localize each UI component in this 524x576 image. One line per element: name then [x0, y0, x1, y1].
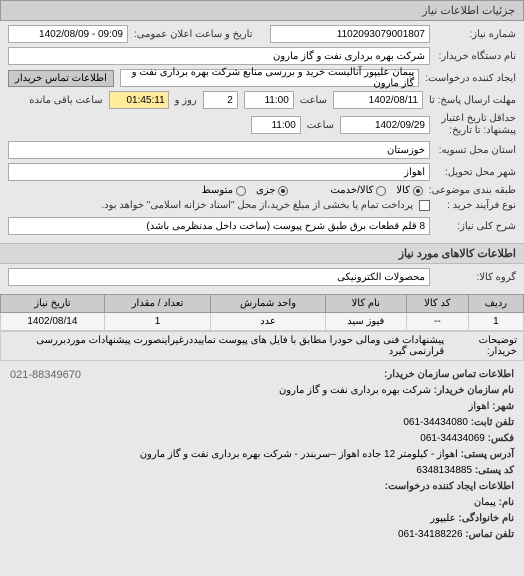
table-header-row: ردیف کد کالا نام کالا واحد شمارش تعداد /… [1, 295, 524, 313]
buyer-notes-row: توضیحات خریدار: پیشنهادات فنی ومالی حودر… [0, 331, 524, 361]
contact-info-button[interactable]: اطلاعات تماس خریدار [8, 70, 114, 87]
description-field: 8 قلم قطعات برق طبق شرح پیوست (ساخت داخل… [8, 217, 430, 235]
purchase-type-label: نوع فرآیند خرید : [436, 200, 516, 211]
col-row: ردیف [468, 295, 523, 313]
category-label: طبقه بندی موضوعی: [429, 185, 516, 196]
col-unit: واحد شمارش [211, 295, 325, 313]
response-date-field: 1402/08/11 [333, 91, 423, 109]
province-field: خوزستان [8, 141, 430, 159]
province-label: استان محل تسویه: [436, 145, 516, 156]
goods-table: ردیف کد کالا نام کالا واحد شمارش تعداد /… [0, 294, 524, 331]
requester-field: پیمان علیپور آنالیست خرید و بررسی منابع … [120, 69, 419, 87]
group-field: محصولات الکترونیکی [8, 268, 430, 286]
contact-city-value: اهواز [469, 401, 490, 412]
size-radio-group: جزی متوسط [202, 185, 289, 196]
requester-section-title: اطلاعات ایجاد کننده درخواست: [10, 479, 514, 495]
fax-value: 34434069-061 [420, 433, 485, 444]
radio-medium[interactable]: متوسط [202, 185, 246, 196]
page-header: جزئیات اطلاعات نیاز [0, 0, 524, 21]
response-time-field: 11:00 [244, 91, 294, 109]
purchase-note: پرداخت تمام یا بخشی از مبلغ خرید،از محل … [101, 200, 413, 211]
table-row[interactable]: 1 -- فیوز سید عدد 1 1402/08/14 [1, 313, 524, 331]
family-label: نام خانوادگی: [458, 513, 514, 524]
contact-section: اطلاعات تماس سازمان خریدار: نام سازمان خ… [0, 361, 524, 549]
validity-label: حداقل تاریخ اعتبار پیشنهاد: تا تاریخ: [436, 113, 516, 137]
date-label: تاریخ و ساعت اعلان عمومی: [134, 29, 253, 40]
remaining-label: ساعت باقی مانده [29, 95, 102, 106]
col-code: کد کالا [406, 295, 468, 313]
buyer-field: شرکت بهره برداری نفت و گاز مارون [8, 47, 430, 65]
description-label: شرح کلی نیاز: [436, 221, 516, 232]
date-field: 09:09 - 1402/08/09 [8, 25, 128, 43]
response-days-field: 2 [203, 91, 238, 109]
notes-value: پیشنهادات فنی ومالی حودرا مطابق با فایل … [7, 335, 444, 357]
buyer-label: نام دستگاه خریدار: [436, 51, 516, 62]
contact-phone-label: تلفن تماس: [465, 529, 514, 540]
notes-label: توضیحات خریدار: [450, 335, 517, 357]
contact-section-title: اطلاعات تماس سازمان خریدار: [81, 367, 514, 383]
radio-icon [278, 186, 288, 196]
validity-time-field: 11:00 [251, 116, 301, 134]
postal-code-value: 6348134885 [416, 465, 472, 476]
remaining-time-field: 01:45:11 [109, 91, 169, 109]
col-date: تاریخ نیاز [1, 295, 105, 313]
radio-icon [236, 186, 246, 196]
contact-phone-value: 34188226-061 [398, 529, 463, 540]
days-label: روز و [175, 95, 197, 106]
postal-label: آدرس پستی: [461, 449, 514, 460]
org-value: شرکت بهره برداری نفت و گاز مارون [279, 385, 431, 396]
city-label: شهر محل تحویل: [436, 167, 516, 178]
side-phone: 021-88349670 [10, 367, 81, 385]
response-deadline-label: مهلت ارسال پاسخ: تا [429, 95, 516, 106]
contact-city-label: شهر: [492, 401, 514, 412]
phone-label: تلفن ثابت: [471, 417, 514, 428]
col-qty: تعداد / مقدار [104, 295, 211, 313]
goods-section-title: اطلاعات کالاهای مورد نیاز [0, 243, 524, 264]
name-label: نام: [499, 497, 514, 508]
group-label: گروه کالا: [436, 272, 516, 283]
org-label: نام سازمان خریدار: [434, 385, 514, 396]
radio-service[interactable]: کالا/خدمت [330, 185, 386, 196]
main-form: شماره نیاز: 1102093079001807 تاریخ و ساع… [0, 21, 524, 243]
purchase-checkbox[interactable] [419, 200, 430, 211]
city-field: اهواز [8, 163, 430, 181]
family-value: علیپور [430, 513, 455, 524]
col-name: نام کالا [325, 295, 406, 313]
radio-icon [376, 186, 386, 196]
request-number-label: شماره نیاز: [436, 29, 516, 40]
validity-date-field: 1402/09/29 [340, 116, 430, 134]
radio-goods[interactable]: کالا [396, 185, 423, 196]
category-radio-group: کالا کالا/خدمت [330, 185, 422, 196]
name-value: پیمان [474, 497, 496, 508]
request-number-field: 1102093079001807 [270, 25, 430, 43]
phone-value: 34434080-061 [403, 417, 468, 428]
radio-icon [413, 186, 423, 196]
radio-minor[interactable]: جزی [256, 185, 289, 196]
postal-code-label: کد پستی: [475, 465, 514, 476]
header-title: جزئیات اطلاعات نیاز [422, 5, 515, 17]
requester-label: ایجاد کننده درخواست: [425, 73, 516, 84]
postal-value: اهواز - کیلومتر 12 جاده اهواز –سربندر - … [140, 449, 458, 460]
fax-label: فکس: [488, 433, 514, 444]
